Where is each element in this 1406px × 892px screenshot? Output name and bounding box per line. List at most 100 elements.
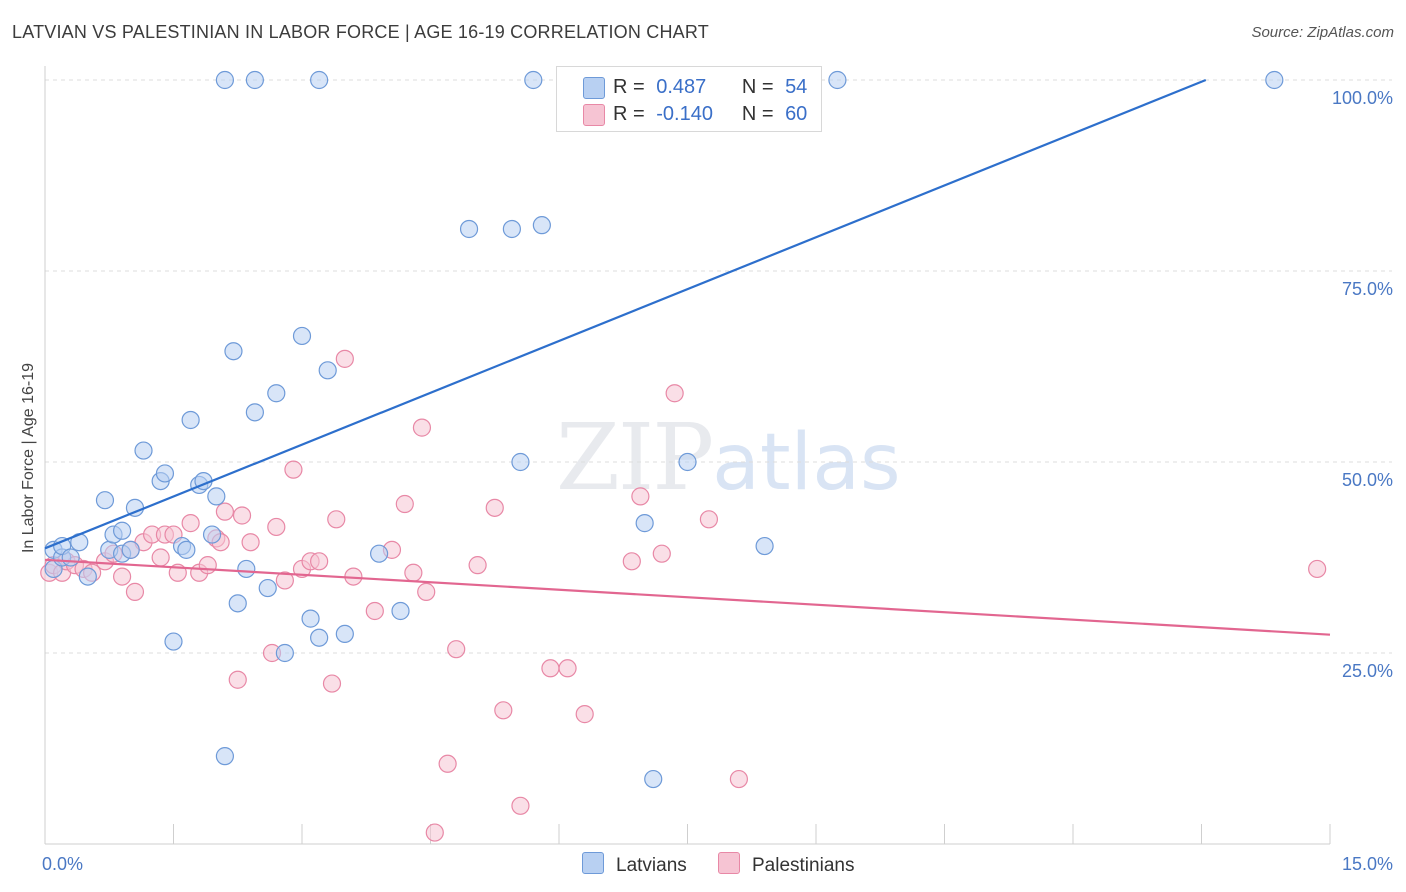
palestinians-point xyxy=(622,552,641,571)
latvians-point xyxy=(459,219,479,239)
latvians-point xyxy=(370,544,389,563)
palestinians-point xyxy=(631,487,650,506)
palestinians-point xyxy=(729,769,749,789)
palestinians-point xyxy=(699,510,719,529)
palestinians-point xyxy=(438,754,457,773)
palestinians-point xyxy=(322,674,342,693)
legend-r-value: -0.140 xyxy=(656,103,713,125)
latvians-trend-line xyxy=(44,78,1207,550)
palestinians-point xyxy=(511,796,530,815)
latvians-point xyxy=(177,540,196,559)
palestinians-point xyxy=(404,563,423,582)
palestinians-point xyxy=(275,571,294,590)
y-tick-label: 100.0% xyxy=(1332,88,1393,108)
y-axis-label: In Labor Force | Age 16-19 xyxy=(20,363,37,553)
latvians-point xyxy=(678,452,697,472)
latvians-point xyxy=(755,536,774,556)
y-tick-label: 75.0% xyxy=(1342,279,1393,299)
palestinians-point xyxy=(228,670,247,689)
legend-n-value: 54 xyxy=(785,76,808,98)
latvians-point xyxy=(95,491,115,510)
palestinians-point xyxy=(652,544,671,563)
latvians-point xyxy=(524,70,543,90)
palestinians-point xyxy=(665,384,684,403)
latvians-point xyxy=(237,559,256,579)
series-legend: Latvians Palestinians xyxy=(0,852,1406,878)
legend-r-value: 0.487 xyxy=(656,76,707,98)
latvians-point xyxy=(502,219,521,239)
latvians-point xyxy=(258,578,277,598)
legend-swatch-palestinians xyxy=(583,104,605,126)
legend-label-latvians: Latvians xyxy=(616,855,687,876)
chart-title: LATVIAN VS PALESTINIAN IN LABOR FORCE | … xyxy=(12,22,709,42)
latvians-point xyxy=(245,403,264,422)
legend-item-latvians: Latvians xyxy=(582,852,687,877)
x-tick-label: 15.0% xyxy=(1342,854,1393,874)
palestinians-point xyxy=(425,823,444,842)
palestinians-point xyxy=(412,418,432,437)
latvians-point xyxy=(310,70,329,90)
palestinians-point xyxy=(335,349,354,368)
legend-item-palestinians: Palestinians xyxy=(718,852,854,877)
latvians-point xyxy=(134,441,153,460)
palestinians-point xyxy=(468,556,487,575)
latvians-point xyxy=(511,452,530,472)
legend-n-label: N = xyxy=(741,76,774,98)
palestinians-point xyxy=(232,506,252,525)
legend-label-palestinians: Palestinians xyxy=(752,855,855,876)
legend-n-label: N = xyxy=(741,103,774,125)
latvians-point xyxy=(635,514,654,533)
latvians-point xyxy=(61,548,80,567)
palestinians-point xyxy=(447,640,466,659)
latvians-point xyxy=(224,342,243,361)
latvians-point xyxy=(1265,70,1284,90)
latvians-point xyxy=(267,384,286,403)
latvians-point xyxy=(215,747,234,766)
x-tick-label: 0.0% xyxy=(42,854,83,874)
palestinians-trend-line xyxy=(44,558,1331,636)
latvians-point xyxy=(207,487,226,506)
latvians-point xyxy=(245,70,264,90)
legend-row-latvians: R = 0.487 N = 54 xyxy=(583,76,807,99)
latvians-point xyxy=(828,70,847,90)
legend-swatch-latvians xyxy=(582,852,604,874)
y-tick-label: 50.0% xyxy=(1342,470,1393,490)
palestinians-point xyxy=(365,601,384,621)
x-tick-labels: 0.0% 15.0% xyxy=(42,854,1393,874)
y-tick-labels: 25.0% 50.0% 75.0% 100.0% xyxy=(1332,88,1393,681)
palestinians-point xyxy=(267,517,286,537)
palestinians-point xyxy=(181,514,200,533)
legend-row-palestinians: R = -0.140 N = 60 xyxy=(583,103,807,126)
palestinians-point xyxy=(575,705,594,724)
palestinians-point xyxy=(558,659,577,678)
palestinians-point xyxy=(485,498,504,517)
legend-swatch-palestinians xyxy=(718,852,740,874)
palestinians-point xyxy=(541,659,560,678)
latvians-point xyxy=(318,361,337,380)
latvians-point xyxy=(181,410,200,430)
y-tick-label: 25.0% xyxy=(1342,661,1393,681)
latvians-point xyxy=(644,769,663,789)
latvians-point xyxy=(310,628,329,647)
palestinians-point xyxy=(310,552,329,571)
palestinians-point xyxy=(241,533,260,552)
latvians-point xyxy=(155,464,175,483)
palestinians-point xyxy=(395,494,414,514)
palestinians-point xyxy=(151,548,170,567)
latvians-point xyxy=(121,540,140,559)
correlation-legend: R = 0.487 N = 54 R = -0.140 N = 60 xyxy=(556,66,822,132)
legend-swatch-latvians xyxy=(583,77,605,99)
palestinians-point xyxy=(125,582,145,601)
palestinians-point xyxy=(1308,559,1327,579)
legend-r-label: R = xyxy=(613,76,645,98)
legend-n-value: 60 xyxy=(785,103,808,125)
latvians-point xyxy=(78,567,97,586)
latvians-point xyxy=(228,594,247,613)
source-label: Source: ZipAtlas.com xyxy=(1251,24,1394,41)
palestinians-point xyxy=(327,510,346,529)
latvians-point xyxy=(215,70,234,90)
latvians-point xyxy=(301,609,320,628)
watermark-atlas: atlas xyxy=(712,418,901,508)
latvians-point xyxy=(335,624,354,644)
